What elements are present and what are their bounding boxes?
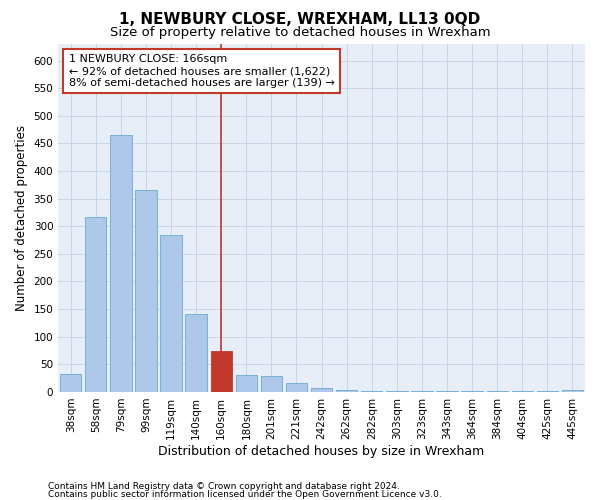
Bar xyxy=(136,190,157,392)
Bar xyxy=(261,376,282,392)
Bar xyxy=(185,314,207,392)
Bar xyxy=(336,390,358,392)
Bar xyxy=(286,383,307,392)
Bar xyxy=(411,391,433,392)
Text: Size of property relative to detached houses in Wrexham: Size of property relative to detached ho… xyxy=(110,26,490,39)
Bar xyxy=(236,375,257,392)
Bar xyxy=(160,235,182,392)
Y-axis label: Number of detached properties: Number of detached properties xyxy=(15,125,28,311)
Bar xyxy=(311,388,332,392)
Bar xyxy=(60,374,82,392)
Bar xyxy=(386,391,407,392)
Bar xyxy=(461,391,483,392)
Bar xyxy=(562,390,583,392)
Text: 1 NEWBURY CLOSE: 166sqm
← 92% of detached houses are smaller (1,622)
8% of semi-: 1 NEWBURY CLOSE: 166sqm ← 92% of detache… xyxy=(69,54,335,88)
Bar xyxy=(436,391,458,392)
Bar xyxy=(110,135,131,392)
Text: 1, NEWBURY CLOSE, WREXHAM, LL13 0QD: 1, NEWBURY CLOSE, WREXHAM, LL13 0QD xyxy=(119,12,481,28)
Bar xyxy=(85,217,106,392)
Text: Contains public sector information licensed under the Open Government Licence v3: Contains public sector information licen… xyxy=(48,490,442,499)
X-axis label: Distribution of detached houses by size in Wrexham: Distribution of detached houses by size … xyxy=(158,444,485,458)
Bar xyxy=(211,350,232,392)
Bar xyxy=(361,391,382,392)
Text: Contains HM Land Registry data © Crown copyright and database right 2024.: Contains HM Land Registry data © Crown c… xyxy=(48,482,400,491)
